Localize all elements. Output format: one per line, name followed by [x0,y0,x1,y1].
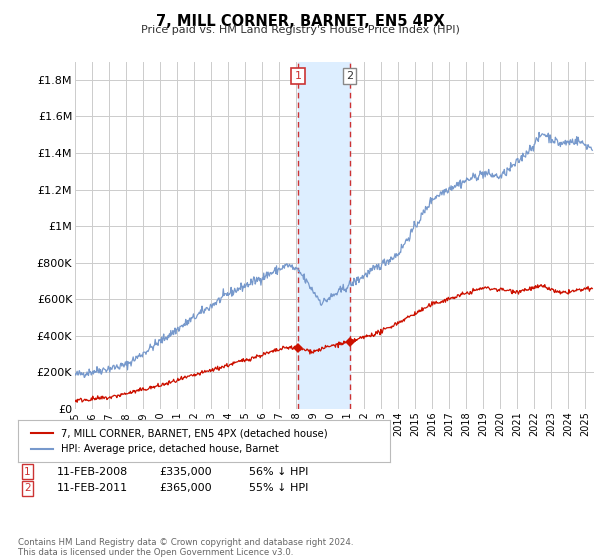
Legend: 7, MILL CORNER, BARNET, EN5 4PX (detached house), HPI: Average price, detached h: 7, MILL CORNER, BARNET, EN5 4PX (detache… [27,424,331,458]
Text: Price paid vs. HM Land Registry's House Price Index (HPI): Price paid vs. HM Land Registry's House … [140,25,460,35]
Text: 56% ↓ HPI: 56% ↓ HPI [249,466,308,477]
Text: 2: 2 [24,483,31,493]
Text: 55% ↓ HPI: 55% ↓ HPI [249,483,308,493]
Text: 1: 1 [295,71,301,81]
Text: 2: 2 [346,71,353,81]
Bar [298,62,350,409]
Text: 7, MILL CORNER, BARNET, EN5 4PX: 7, MILL CORNER, BARNET, EN5 4PX [155,14,445,29]
Text: £365,000: £365,000 [159,483,212,493]
Text: 11-FEB-2008: 11-FEB-2008 [57,466,128,477]
Text: Contains HM Land Registry data © Crown copyright and database right 2024.
This d: Contains HM Land Registry data © Crown c… [18,538,353,557]
Text: 1: 1 [24,466,31,477]
Text: £335,000: £335,000 [159,466,212,477]
Text: 11-FEB-2011: 11-FEB-2011 [57,483,128,493]
